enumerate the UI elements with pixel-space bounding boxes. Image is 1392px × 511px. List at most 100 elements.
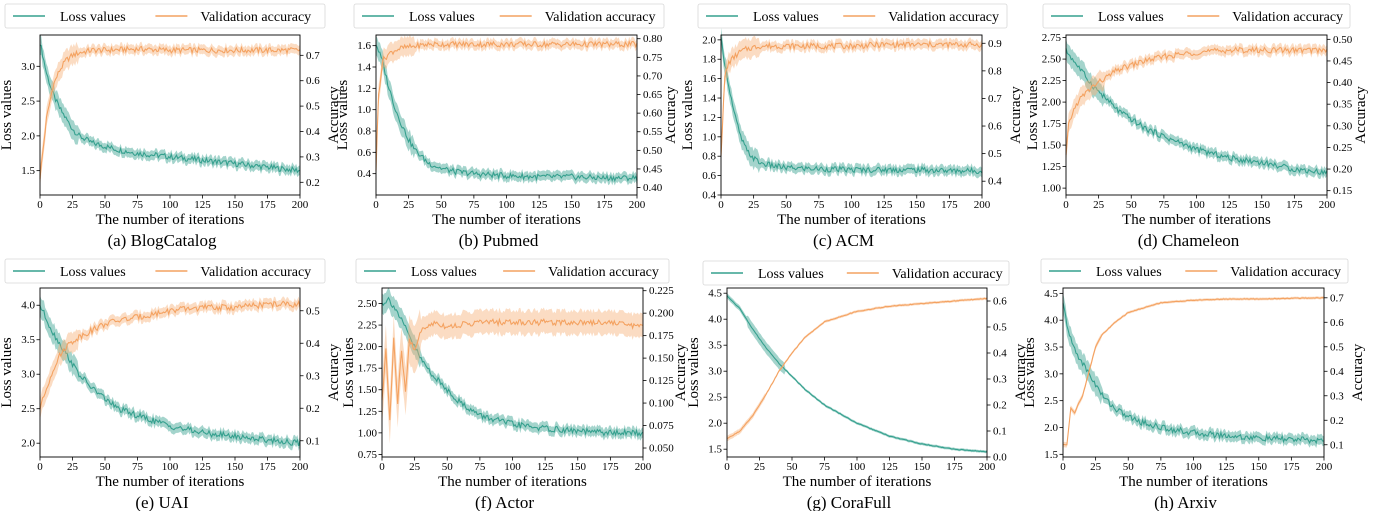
x-tick-label: 100	[162, 461, 179, 473]
y-left-tick-label: 2.0	[702, 34, 716, 46]
y-right-axis-label: Accuracy	[1353, 86, 1369, 144]
legend-accuracy-label: Validation accuracy	[1230, 265, 1341, 280]
y-left-axis-label: Loss values	[0, 80, 15, 151]
y-right-tick-label: 0.150	[649, 353, 674, 365]
subplot-caption: (c) ACM	[813, 231, 874, 250]
x-tick-label: 175	[1283, 461, 1300, 473]
legend-accuracy-label: Validation accuracy	[545, 10, 656, 25]
y-right-tick-label: 0.100	[649, 398, 674, 410]
accuracy-band	[376, 34, 637, 181]
y-right-tick-label: 0.3	[306, 370, 320, 382]
y-left-tick-label: 1.00	[1042, 183, 1062, 195]
x-tick-label: 100	[162, 199, 179, 211]
x-tick-label: 200	[974, 199, 991, 211]
y-right-tick-label: 0.2	[306, 403, 320, 415]
x-axis-label: The number of iterations	[1119, 474, 1268, 490]
legend: Loss values Validation accuracy	[355, 258, 670, 284]
y-right-tick-label: 0.70	[643, 70, 663, 82]
y-right-tick-label: 0.4	[306, 338, 320, 350]
loss-line	[1062, 302, 1325, 445]
y-left-tick-label: 1.8	[702, 54, 716, 66]
y-left-tick-label: 0.6	[702, 170, 716, 182]
y-left-tick-label: 3.5	[1044, 342, 1058, 354]
y-right-tick-label: 0.80	[643, 33, 663, 45]
y-left-tick-label: 2.75	[1042, 32, 1062, 44]
y-right-tick-label: 0.050	[649, 443, 674, 455]
y-left-tick-label: 1.50	[358, 384, 378, 396]
x-tick-label: 200	[292, 461, 309, 473]
subplot-8: 0 25 50 75 100 125 150 175 200 1.5 2.0 2.5 3.0 3.5 4.0…	[1022, 258, 1366, 511]
subplot-caption: (e) UAI	[135, 493, 189, 511]
y-left-tick-label: 2.00	[1042, 97, 1062, 109]
y-left-tick-label: 2.50	[1042, 54, 1062, 66]
accuracy-line	[39, 299, 301, 410]
loss-line	[381, 296, 644, 438]
y-right-tick-label: 0.4	[306, 126, 320, 138]
y-right-tick-label: 0.8	[988, 65, 1002, 77]
y-left-tick-label: 1.6	[702, 73, 716, 85]
x-tick-label: 25	[67, 199, 79, 211]
y-right-tick-label: 0.45	[1333, 55, 1353, 67]
x-tick-label: 25	[403, 199, 415, 211]
x-axis-label: The number of iterations	[783, 474, 932, 490]
y-left-tick-label: 3.0	[21, 61, 35, 73]
y-right-axis-label: Accuracy	[326, 86, 342, 144]
x-tick-label: 0	[1060, 461, 1066, 473]
y-right-tick-label: 0.0	[993, 452, 1007, 464]
loss-line	[39, 44, 301, 174]
x-tick-label: 125	[1218, 461, 1235, 473]
y-right-tick-label: 0.6	[993, 296, 1007, 308]
y-left-axis-label: Loss values	[1022, 337, 1038, 408]
y-right-tick-label: 0.5	[306, 101, 320, 113]
y-left-tick-label: 1.5	[1044, 449, 1058, 461]
y-right-tick-label: 0.35	[1333, 99, 1353, 111]
y-right-axis-label: Accuracy	[1008, 86, 1024, 144]
x-tick-label: 100	[843, 199, 860, 211]
x-tick-label: 200	[292, 199, 309, 211]
y-right-tick-label: 0.50	[1333, 34, 1353, 46]
legend-loss-label: Loss values	[60, 10, 126, 25]
y-right-tick-label: 0.20	[1333, 164, 1353, 176]
y-left-tick-label: 3.0	[1044, 368, 1058, 380]
x-tick-label: 0	[379, 461, 385, 473]
y-right-tick-label: 0.5	[993, 322, 1007, 334]
x-tick-label: 125	[531, 199, 548, 211]
y-left-tick-label: 3.5	[21, 334, 35, 346]
y-left-tick-label: 1.4	[357, 62, 371, 74]
loss-band	[1066, 38, 1327, 180]
loss-line	[726, 295, 988, 453]
y-left-tick-label: 2.00	[358, 341, 378, 353]
y-left-tick-label: 0.4	[702, 190, 716, 202]
accuracy-line	[39, 45, 301, 180]
y-left-tick-label: 2.5	[1044, 395, 1058, 407]
x-axis-label: The number of iterations	[432, 212, 581, 228]
x-tick-label: 125	[881, 461, 898, 473]
y-left-tick-label: 1.25	[1042, 161, 1062, 173]
y-right-tick-label: 0.200	[649, 308, 674, 320]
y-left-tick-label: 1.50	[1042, 140, 1062, 152]
x-tick-label: 50	[100, 461, 112, 473]
y-left-tick-label: 1.25	[358, 406, 378, 418]
y-right-tick-label: 0.075	[649, 420, 674, 432]
accuracy-line	[726, 297, 988, 440]
y-right-tick-label: 0.6	[1330, 317, 1344, 329]
y-right-tick-label: 0.15	[1333, 185, 1353, 197]
x-tick-label: 175	[941, 199, 958, 211]
x-tick-label: 200	[629, 199, 646, 211]
x-tick-label: 150	[909, 199, 926, 211]
subplot-7: 0 25 50 75 100 125 150 175 200 1.5 2.0 2.5 3.0 3.5 4.0…	[686, 260, 1029, 511]
y-right-tick-label: 0.3	[1330, 390, 1344, 402]
y-left-tick-label: 1.5	[708, 444, 722, 456]
x-tick-label: 75	[819, 461, 831, 473]
y-left-tick-label: 1.75	[1042, 118, 1062, 130]
accuracy-line	[720, 39, 983, 156]
y-left-tick-label: 2.5	[21, 403, 35, 415]
x-tick-label: 200	[979, 461, 996, 473]
x-tick-label: 50	[1126, 199, 1138, 211]
subplot-caption: (h) Arxiv	[1154, 493, 1217, 511]
accuracy-line	[375, 39, 638, 171]
x-axis-label: The number of iterations	[96, 474, 245, 490]
x-tick-label: 200	[1319, 199, 1336, 211]
y-right-axis-label: Accuracy	[1013, 343, 1029, 401]
